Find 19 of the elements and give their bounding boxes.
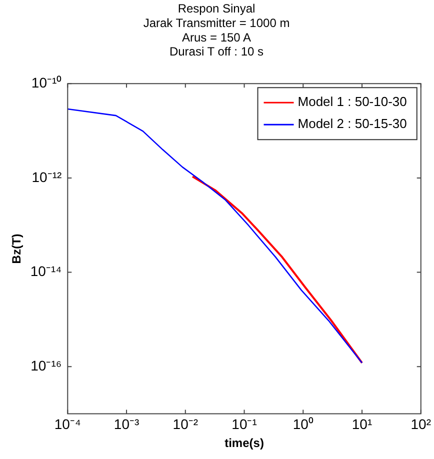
y-tick-label: 10⁻¹⁴	[30, 263, 62, 280]
x-tick-label: 10⁰	[292, 416, 314, 432]
y-tick-label: 10⁻¹⁶	[30, 357, 62, 374]
x-tick-label: 10⁻¹	[232, 416, 258, 432]
chart-title: Respon Sinyal	[178, 2, 256, 16]
x-tick-label: 10⁻⁴	[54, 416, 81, 432]
x-tick-label: 10²	[410, 416, 432, 432]
legend-label: Model 2 : 50-15-30	[298, 116, 407, 132]
legend-label: Model 1 : 50-10-30	[298, 94, 407, 110]
y-tick-label: 10⁻¹⁰	[31, 74, 62, 90]
text: Jarak Transmitter = 1000 m	[143, 16, 290, 30]
x-axis-title: time(s)	[224, 436, 264, 450]
text: Arus = 150 A	[182, 30, 252, 44]
y-tick-label: 10⁻¹²	[32, 168, 62, 185]
x-tick-label: 10¹	[352, 416, 372, 432]
x-tick-label: 10⁻²	[172, 416, 198, 432]
x-tick-label: 10⁻³	[114, 416, 140, 432]
text: Durasi T off : 10 s	[169, 44, 264, 59]
y-axis-title: Bz(T)	[10, 234, 24, 264]
